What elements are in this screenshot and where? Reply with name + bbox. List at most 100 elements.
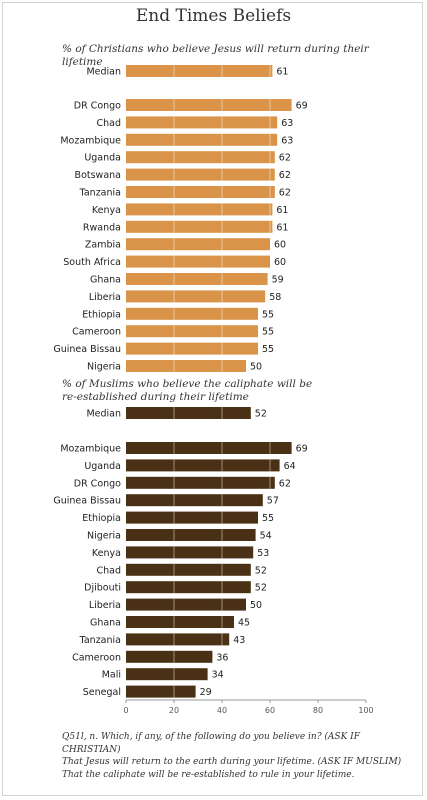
christian-row-value: 63 bbox=[281, 118, 293, 129]
muslim-row-value: 69 bbox=[296, 444, 308, 455]
christian-row-value: 58 bbox=[269, 292, 281, 303]
christian-row-bar bbox=[126, 290, 266, 303]
christian-row-value: 50 bbox=[250, 362, 262, 373]
muslim-row-label: Nigeria bbox=[87, 531, 121, 542]
christian-row-label: DR Congo bbox=[74, 101, 121, 112]
muslim-row-bar bbox=[126, 563, 251, 576]
christian-row-value: 61 bbox=[276, 222, 288, 233]
muslim-row-bar bbox=[126, 476, 275, 489]
muslim-row-value: 36 bbox=[216, 652, 228, 663]
muslim-row-value: 64 bbox=[284, 461, 296, 472]
christian-row-label: Liberia bbox=[89, 292, 121, 303]
christian-row-bar bbox=[126, 186, 275, 198]
muslim-row-bar bbox=[126, 529, 256, 541]
christian-row-value: 55 bbox=[262, 309, 274, 320]
christian-row-value: 69 bbox=[296, 101, 308, 112]
christian-row-value: 62 bbox=[279, 153, 291, 164]
muslim-row-bar bbox=[126, 546, 254, 559]
christian-row-label: Uganda bbox=[84, 153, 121, 164]
christian-row-value: 60 bbox=[274, 257, 286, 268]
footnote: Q51l, n. Which, if any, of the following… bbox=[62, 731, 407, 781]
muslim-row-label: Uganda bbox=[84, 461, 121, 472]
christian-row-label: Botswana bbox=[75, 170, 121, 181]
muslim-row-label: Kenya bbox=[92, 548, 121, 559]
christian-row-value: 59 bbox=[272, 275, 284, 286]
muslim-row-bar bbox=[126, 511, 258, 524]
x-tick-label: 100 bbox=[358, 706, 373, 715]
christian-row-label: South Africa bbox=[63, 257, 121, 268]
x-tick-label: 40 bbox=[217, 706, 227, 715]
christian-row-label: Chad bbox=[96, 118, 121, 129]
footnote-line3: That the caliphate will be re-establishe… bbox=[62, 769, 355, 780]
christian-row-bar bbox=[126, 307, 258, 320]
muslim-row-value: 34 bbox=[212, 670, 224, 681]
muslim-row-bar bbox=[126, 616, 234, 628]
christian-row-bar bbox=[126, 342, 258, 355]
muslim-row-value: 29 bbox=[200, 687, 212, 698]
muslim-row-label: Liberia bbox=[89, 600, 121, 611]
muslim-row-label: DR Congo bbox=[74, 478, 121, 489]
muslim-row-bar bbox=[126, 442, 292, 454]
muslim-row-label: Guinea Bissau bbox=[53, 496, 121, 507]
christian-row-value: 63 bbox=[281, 135, 293, 146]
christian-row-value: 55 bbox=[262, 344, 274, 355]
muslim-row-bar bbox=[126, 581, 251, 594]
christian-median-bar bbox=[126, 65, 273, 77]
christian-row-value: 61 bbox=[276, 205, 288, 216]
christian-row-bar bbox=[126, 133, 278, 146]
christian-row-label: Zambia bbox=[85, 240, 121, 251]
christian-row-bar bbox=[126, 273, 268, 285]
christian-row-value: 60 bbox=[274, 240, 286, 251]
muslim-row-label: Ethiopia bbox=[82, 513, 121, 524]
muslim-row-label: Senegal bbox=[83, 687, 121, 698]
muslim-row-label: Djibouti bbox=[84, 583, 121, 594]
christian-row-bar bbox=[126, 360, 246, 372]
footnote-line1: Q51l, n. Which, if any, of the following… bbox=[62, 732, 360, 755]
christian-row-label: Ghana bbox=[90, 275, 121, 286]
muslim-subtitle-line1: % of Muslims who believe the caliphate w… bbox=[62, 378, 313, 390]
christian-row-bar bbox=[126, 116, 278, 129]
christian-row-bar bbox=[126, 220, 273, 233]
muslim-row-bar bbox=[126, 668, 208, 681]
muslim-row-label: Tanzania bbox=[79, 635, 121, 646]
muslim-subtitle: % of Muslims who believe the caliphate w… bbox=[62, 378, 402, 404]
christian-row-value: 62 bbox=[279, 188, 291, 199]
muslim-row-value: 57 bbox=[267, 496, 279, 507]
muslim-median-value: 52 bbox=[255, 409, 267, 420]
christian-row-label: Rwanda bbox=[83, 222, 121, 233]
muslim-row-bar bbox=[126, 685, 196, 698]
christian-row-label: Nigeria bbox=[87, 362, 121, 373]
muslim-subtitle-line2: re-established during their lifetime bbox=[62, 391, 249, 403]
christian-row-label: Mozambique bbox=[60, 135, 121, 146]
muslim-row-label: Ghana bbox=[90, 618, 121, 629]
muslim-row-value: 43 bbox=[233, 635, 245, 646]
muslim-row-label: Mozambique bbox=[60, 444, 121, 455]
christian-row-label: Tanzania bbox=[79, 188, 121, 199]
muslim-row-bar bbox=[126, 633, 230, 646]
christian-row-bar bbox=[126, 325, 258, 338]
christian-row-bar bbox=[126, 168, 275, 181]
christian-row-bar bbox=[126, 99, 292, 111]
christian-row-label: Cameroon bbox=[72, 327, 121, 338]
christian-row-bar bbox=[126, 238, 270, 251]
x-tick-label: 0 bbox=[123, 706, 128, 715]
x-tick-label: 60 bbox=[265, 706, 275, 715]
muslim-row-bar bbox=[126, 459, 280, 472]
x-tick-label: 80 bbox=[313, 706, 323, 715]
christian-row-bar bbox=[126, 255, 270, 268]
muslim-median-label: Median bbox=[86, 409, 121, 420]
muslim-row-label: Cameroon bbox=[72, 652, 121, 663]
christian-median-label: Median bbox=[86, 67, 121, 78]
christian-row-label: Guinea Bissau bbox=[53, 344, 121, 355]
muslim-row-value: 45 bbox=[238, 618, 250, 629]
christian-row-label: Kenya bbox=[92, 205, 121, 216]
christian-row-value: 55 bbox=[262, 327, 274, 338]
muslim-row-value: 55 bbox=[262, 513, 274, 524]
muslim-row-bar bbox=[126, 494, 263, 507]
muslim-row-bar bbox=[126, 650, 213, 663]
muslim-row-value: 52 bbox=[255, 565, 267, 576]
chart-title: End Times Beliefs bbox=[135, 6, 292, 26]
christian-row-bar bbox=[126, 203, 273, 216]
footnote-line2: That Jesus will return to the earth duri… bbox=[62, 757, 402, 767]
